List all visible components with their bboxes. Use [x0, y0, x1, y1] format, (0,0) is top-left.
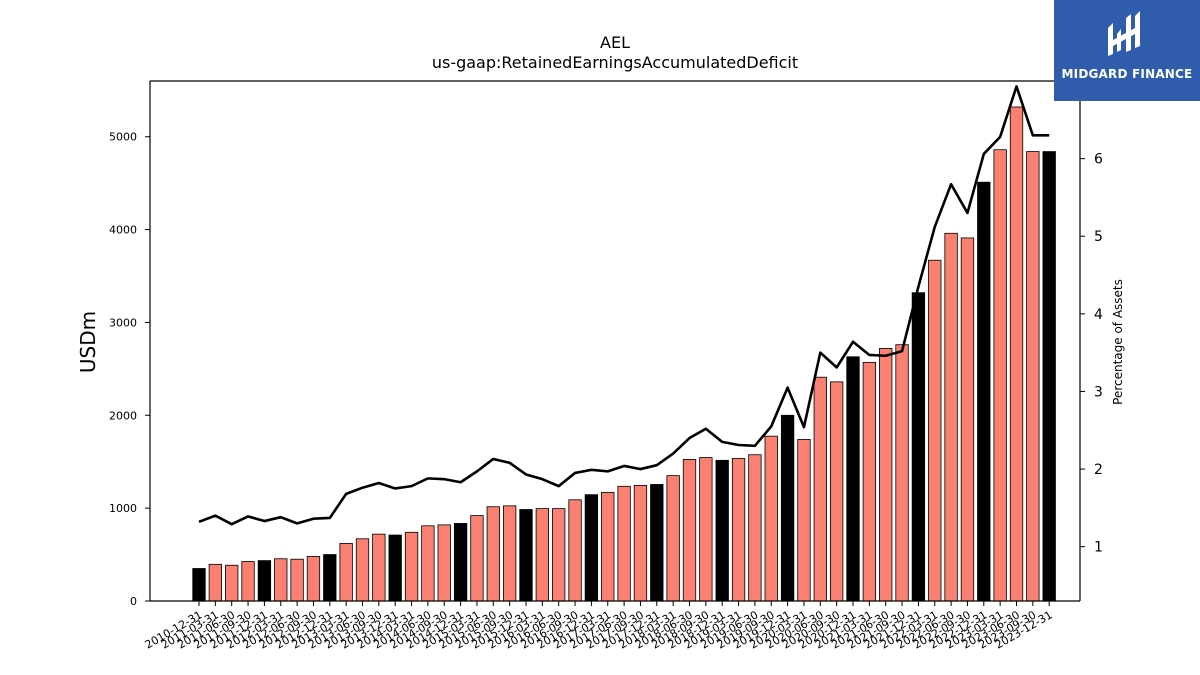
- plot-area: 0100020003000400050001234562010-12-31201…: [109, 80, 1103, 652]
- bar: [1009, 106, 1024, 602]
- bar: [650, 484, 664, 602]
- y2-tick-label: 5: [1094, 229, 1103, 245]
- bar: [748, 454, 762, 602]
- bar: [241, 561, 255, 602]
- bar: [453, 523, 468, 602]
- bar: [355, 538, 370, 602]
- bar: [225, 564, 239, 602]
- bar: [437, 524, 451, 602]
- bar: [928, 259, 942, 602]
- bar: [895, 344, 909, 602]
- bar: [552, 508, 566, 602]
- bar: [764, 435, 778, 602]
- bar: [944, 232, 958, 602]
- y-tick-label: 3000: [109, 316, 137, 329]
- bar: [192, 568, 206, 602]
- bar: [1026, 151, 1040, 602]
- bar: [1042, 151, 1056, 602]
- bar: [486, 506, 500, 602]
- bar: [862, 361, 876, 602]
- bar: [339, 543, 353, 602]
- y2-tick-label: 1: [1094, 540, 1103, 556]
- bar: [846, 356, 860, 602]
- bar: [404, 531, 419, 602]
- bar: [584, 494, 599, 602]
- y-tick-label: 4000: [109, 224, 137, 237]
- y2-axis-label: Percentage of Assets: [1111, 279, 1125, 405]
- bar: [323, 554, 337, 602]
- brand-name: MIDGARD FINANCE: [1061, 67, 1193, 81]
- bar: [830, 381, 844, 602]
- bar: [208, 563, 223, 602]
- bar: [633, 484, 648, 602]
- bar: [977, 181, 991, 602]
- bar: [993, 149, 1007, 602]
- y-tick-label: 0: [130, 595, 137, 608]
- bar: [372, 533, 386, 602]
- bar: [502, 505, 517, 602]
- bar: [388, 534, 402, 602]
- bar: [960, 237, 975, 602]
- bar: [715, 459, 729, 602]
- y2-tick-label: 2: [1094, 462, 1103, 478]
- y-axis-label: USDm: [76, 311, 100, 373]
- brand-logo: MIDGARD FINANCE: [1054, 0, 1200, 101]
- y2-tick-label: 3: [1094, 384, 1103, 400]
- bar: [601, 491, 615, 602]
- bar: [780, 414, 795, 602]
- bar: [682, 458, 697, 602]
- midgard-logo-icon: [1108, 11, 1140, 56]
- bar: [290, 558, 304, 602]
- y-tick-label: 2000: [109, 409, 137, 422]
- bar: [568, 499, 582, 602]
- y2-tick-label: 4: [1094, 307, 1103, 323]
- chart-title: AEL: [600, 33, 630, 52]
- bar: [274, 558, 288, 602]
- bar: [421, 525, 435, 602]
- bar: [813, 376, 827, 602]
- bar: [535, 508, 549, 602]
- y-tick-label: 5000: [109, 131, 137, 144]
- y-tick-label: 1000: [109, 502, 137, 515]
- bar: [666, 475, 680, 602]
- bar: [306, 556, 321, 602]
- chart-subtitle: us-gaap:RetainedEarningsAccumulatedDefic…: [432, 53, 798, 72]
- bar: [879, 348, 893, 602]
- bar: [797, 439, 811, 602]
- bar: [699, 457, 713, 602]
- bar: [911, 292, 926, 602]
- percent-line: [198, 85, 1050, 526]
- bar: [257, 560, 272, 602]
- bar: [519, 509, 533, 602]
- bar: [470, 515, 484, 602]
- bar: [617, 485, 631, 602]
- y2-tick-label: 6: [1094, 152, 1103, 168]
- bar: [731, 458, 746, 602]
